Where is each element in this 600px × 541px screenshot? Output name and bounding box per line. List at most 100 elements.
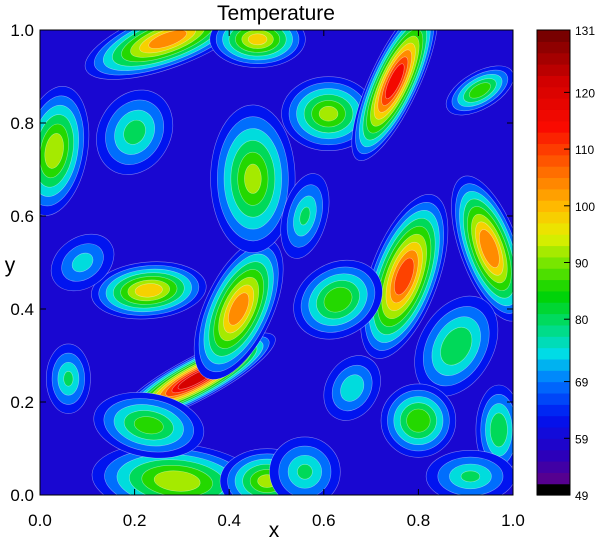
colorbar-band — [537, 404, 570, 417]
y-axis-label: y — [5, 254, 16, 277]
colorbar-band — [537, 200, 570, 213]
colorbar-band — [537, 98, 570, 110]
hot-spot — [280, 173, 330, 259]
contour-band — [468, 82, 491, 99]
colorbar-band — [537, 132, 570, 145]
colorbar-tick-label: 69 — [575, 376, 589, 390]
x-tick-label: 0.4 — [217, 511, 241, 530]
x-tick-label: 0.6 — [312, 511, 336, 530]
x-tick-label: 0.2 — [123, 511, 147, 530]
hot-spot — [360, 194, 449, 359]
contour-band — [63, 371, 74, 387]
contour-band — [228, 292, 250, 326]
colorbar-band — [537, 154, 570, 167]
x-tick-label: 0.0 — [28, 511, 52, 530]
colorbar-band — [537, 472, 570, 485]
colorbar-band — [537, 460, 570, 473]
hot-spot — [91, 442, 263, 495]
colorbar-band — [537, 222, 570, 235]
contour-band — [318, 105, 339, 122]
colorbar-band — [537, 313, 570, 326]
colorbar-tick-label: 120 — [575, 86, 595, 100]
hot-spot — [380, 383, 457, 458]
colorbar-band — [537, 41, 570, 54]
colorbar-band — [537, 483, 570, 496]
colorbar-band — [537, 415, 570, 428]
colorbar-tick-label: 49 — [575, 489, 589, 503]
colorbar-tick-label: 110 — [575, 143, 594, 157]
hot-spot — [45, 343, 91, 414]
colorbar-band — [537, 245, 570, 258]
colorbar-band — [537, 336, 570, 349]
colorbar-tick-label: 59 — [575, 432, 589, 446]
colorbar-band — [537, 177, 570, 190]
colorbar-band — [537, 324, 570, 337]
colorbar-band — [537, 188, 570, 201]
hot-spot — [323, 355, 381, 421]
contour-band — [479, 229, 500, 268]
contour-band — [133, 416, 164, 435]
contour-band — [244, 163, 262, 194]
colorbar-band — [537, 370, 570, 383]
hot-spot — [84, 30, 251, 80]
colorbar-band — [537, 120, 570, 133]
heatmap-plot-area — [40, 30, 513, 495]
contour-band — [406, 408, 431, 433]
colorbar-band — [537, 426, 570, 439]
colorbar — [537, 30, 570, 496]
hot-spot — [50, 233, 115, 292]
colorbar-tick-label: 80 — [575, 313, 589, 327]
colorbar-band — [537, 392, 570, 405]
colorbar-band — [537, 449, 570, 462]
hot-spot — [209, 30, 306, 68]
colorbar-labels: 49 59 69 80 90 100 110 120 131 — [564, 24, 595, 503]
colorbar-band — [537, 358, 570, 371]
chart-title: Temperature — [217, 2, 335, 25]
hot-spot — [91, 261, 207, 320]
axis-ticks: 0.0 0.2 0.4 0.6 0.8 1.0 0.0 0.2 0.4 0.6 0.8 1.0 — [10, 21, 524, 530]
hot-spot — [193, 238, 284, 380]
colorbar-band — [537, 347, 570, 360]
y-tick-label: 0.8 — [10, 114, 34, 133]
colorbar-band — [537, 30, 570, 42]
hot-spot — [96, 89, 174, 175]
colorbar-band — [537, 268, 570, 281]
x-tick-label: 1.0 — [501, 511, 525, 530]
y-tick-label: 1.0 — [10, 21, 34, 40]
colorbar-tick-label: 90 — [575, 257, 589, 271]
colorbar-band — [537, 302, 570, 315]
contour-band — [489, 412, 508, 448]
y-tick-label: 0.6 — [10, 207, 34, 226]
hot-spot — [40, 86, 90, 216]
hot-spot — [210, 104, 296, 254]
contour-band — [153, 470, 201, 492]
colorbar-band — [537, 52, 570, 65]
hot-spot — [414, 295, 499, 397]
hot-spot — [93, 392, 205, 459]
contour-band — [134, 283, 163, 298]
x-axis-label: x — [269, 519, 280, 541]
plot-frame — [39, 29, 514, 496]
colorbar-band — [537, 234, 570, 247]
contour-band — [71, 252, 94, 273]
colorbar-band — [537, 143, 570, 156]
contour-band — [299, 206, 311, 226]
contour-band — [385, 63, 405, 99]
y-tick-label: 0.4 — [10, 300, 34, 319]
colorbar-band — [537, 86, 570, 99]
y-tick-label: 0.0 — [10, 486, 34, 505]
contour-band — [323, 286, 353, 313]
colorbar-band — [537, 290, 570, 303]
colorbar-band — [537, 381, 570, 394]
colorbar-band — [537, 438, 570, 451]
colorbar-band — [537, 256, 570, 269]
contour-band — [460, 470, 481, 483]
contour-band — [44, 133, 64, 169]
colorbar-band — [537, 109, 570, 122]
hot-spot — [269, 436, 341, 495]
colorbar-tick-label: 100 — [575, 200, 595, 214]
contour-band — [440, 326, 473, 366]
contour-band — [394, 257, 415, 296]
colorbar-band — [537, 211, 570, 224]
